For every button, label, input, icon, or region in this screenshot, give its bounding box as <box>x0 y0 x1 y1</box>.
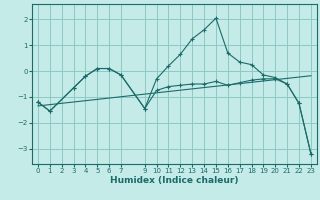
X-axis label: Humidex (Indice chaleur): Humidex (Indice chaleur) <box>110 176 239 185</box>
